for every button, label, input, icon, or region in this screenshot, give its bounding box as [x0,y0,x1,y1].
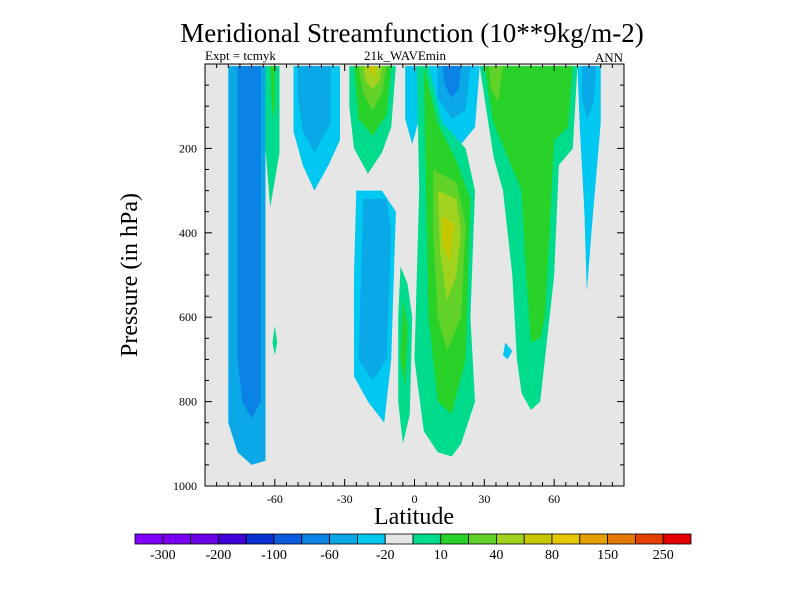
y-tick-label: 1000 [173,479,197,493]
x-tick-label: 60 [548,492,560,506]
colorbar-swatch [662,533,692,545]
y-tick-label: 800 [179,395,197,409]
contour-region-11-level--60 [582,66,597,119]
colorbar-label: -100 [261,548,287,563]
colorbar-swatch [245,533,275,545]
contour-region-1-level--100 [237,66,261,419]
colorbar-label: 250 [653,548,674,563]
contour-region-15-level-10 [272,325,278,356]
x-tick-label: -30 [337,492,353,506]
contour-region-10-level--20 [577,66,601,292]
colorbar-swatch [412,533,442,545]
y-tick-label: 600 [179,310,197,324]
contour-region-27-level-250 [442,215,455,263]
plot-area: -60 -30 0 30 60 200 400 600 800 1000 [173,63,625,506]
colorbar-label: -20 [376,548,395,563]
colorbar-swatch [273,533,303,545]
contour-region-12-level--20 [503,342,513,360]
contour-region-19-level-150 [363,66,382,90]
y-tick-label: 200 [179,141,197,155]
colorbar-swatch [384,533,414,545]
colorbar-label: 10 [434,548,448,563]
x-axis-label: Latitude [374,504,454,530]
contour-region-3-level--60 [298,66,331,153]
colorbar-swatch [301,533,330,545]
colorbar-swatch [440,533,469,545]
subtitle-right: ANN [595,50,624,65]
y-axis-label: Pressure (in hPa) [117,193,143,357]
colorbar-swatch [134,533,164,545]
colorbar-swatch [607,533,636,545]
colorbar-label: -60 [320,548,339,563]
colorbar-swatch [635,533,664,545]
axis-ticks: -60 -30 0 30 60 200 400 600 800 1000 [173,63,625,506]
contour-region-29-level-40 [484,66,573,343]
contour-region-5-level--60 [358,199,392,381]
contour-region-20-level-250 [367,66,378,77]
colorbar-label: 150 [597,548,618,563]
x-tick-label: -60 [267,492,283,506]
x-tick-label: 30 [478,492,490,506]
colorbar: -300 -200 -100 -60 -20 10 40 80 150 250 [134,533,692,563]
subtitle-center: 21k_WAVEmin [364,48,447,63]
contour-layer [228,66,601,465]
x-tick-label: 0 [412,492,418,506]
colorbar-swatch [523,533,553,545]
y-tick-label: 400 [179,226,197,240]
colorbar-swatch [329,533,358,545]
contour-region-30-level-80 [489,66,503,102]
colorbar-swatch [190,533,219,545]
colorbar-swatch [551,533,581,545]
colorbar-label: -300 [150,548,176,563]
colorbar-label: 40 [489,548,503,563]
colorbar-swatch [495,533,525,545]
subtitle-left: Expt = tcmyk [205,48,276,63]
colorbar-swatch [356,533,386,545]
colorbar-label: -200 [206,548,232,563]
chart-title: Meridional Streamfunction (10**9kg/m-2) [180,18,643,48]
colorbar-swatch [468,533,497,545]
contour-region-9-level--100 [442,66,462,98]
colorbar-swatch [579,533,608,545]
colorbar-swatch [162,533,192,545]
colorbar-label: 80 [545,548,559,563]
colorbar-swatch [217,533,247,545]
contour-region-22-level-40 [400,300,408,385]
contour-region-6-level--20 [405,66,420,145]
contour-region-14-level-40 [270,66,275,119]
contour-region-13-level-10 [265,66,280,208]
